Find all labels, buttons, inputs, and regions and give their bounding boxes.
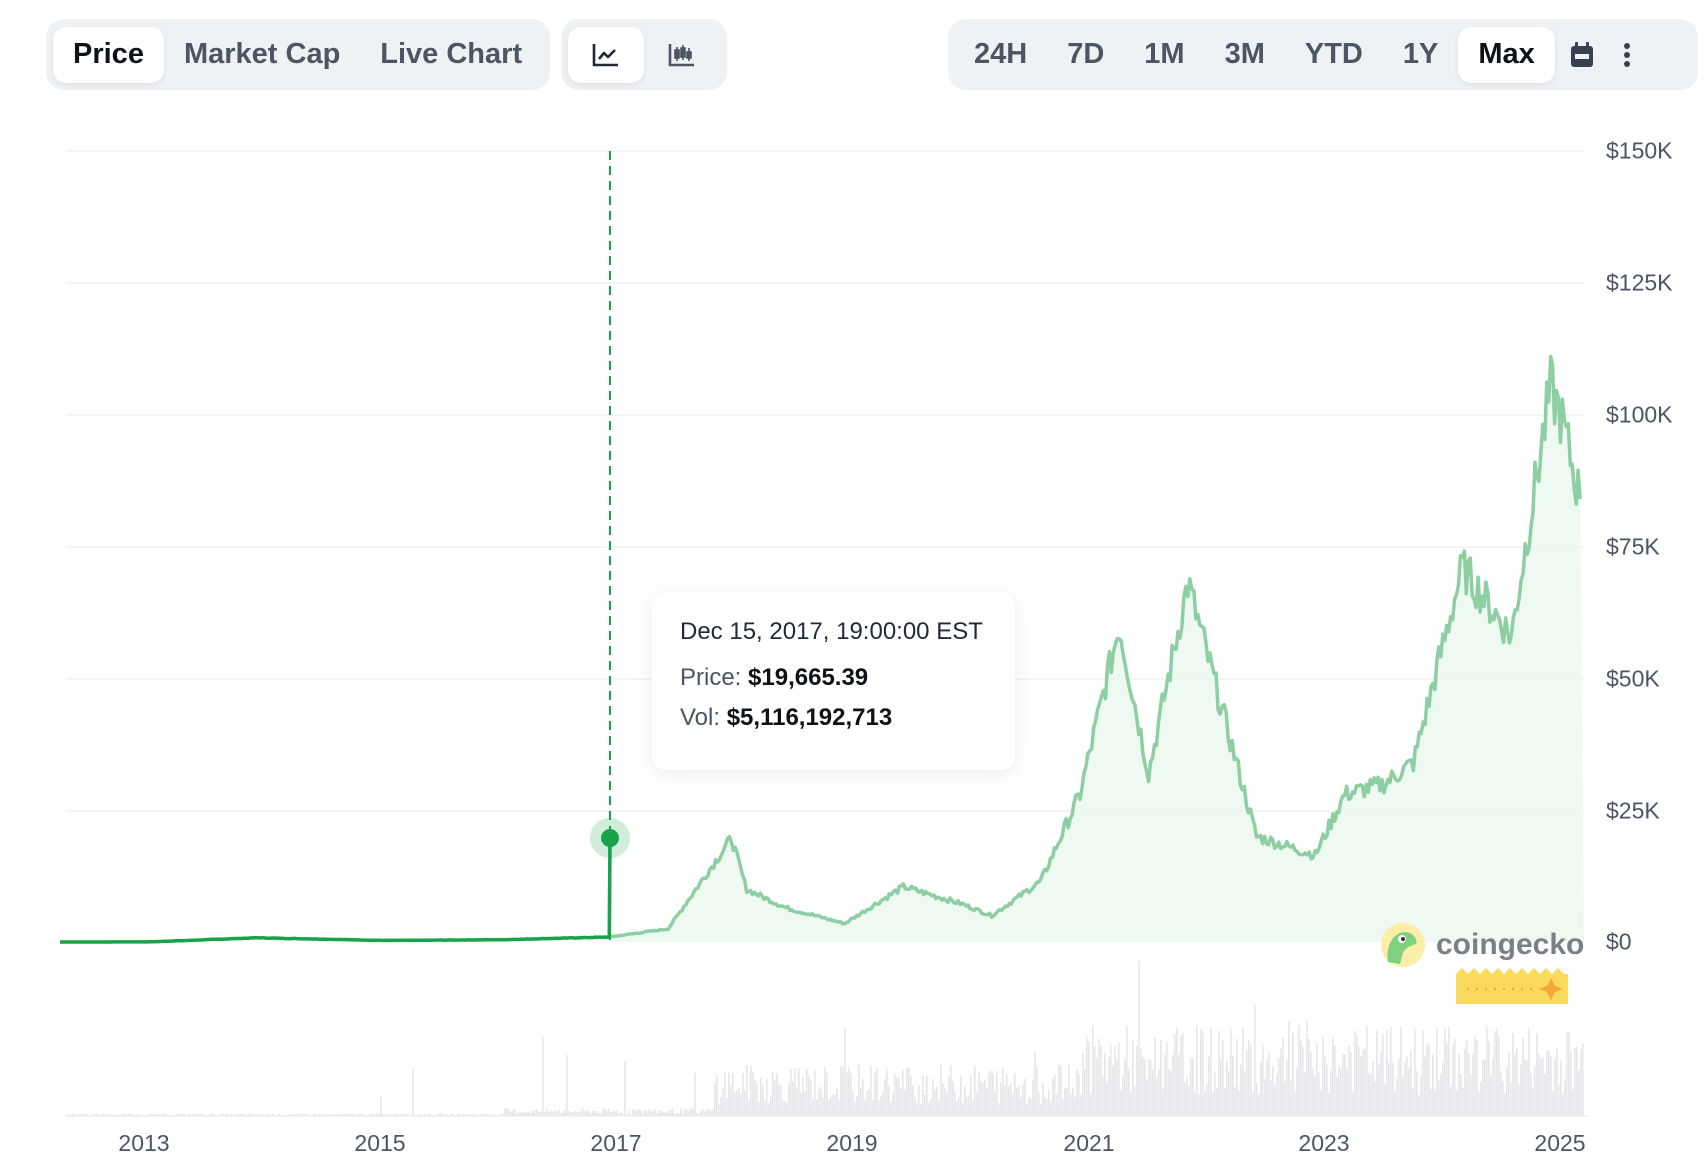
coingecko-wordmark: coingecko: [1436, 928, 1585, 961]
y-tick-25k: $25K: [1606, 797, 1660, 824]
tooltip-date: Dec 15, 2017, 19:00:00 EST: [680, 618, 983, 645]
range-1y[interactable]: 1Y: [1402, 38, 1439, 70]
price-tooltip: Dec 15, 2017, 19:00:00 EST Price: $19,66…: [652, 592, 1015, 770]
price-line-before: [60, 837, 612, 944]
y-tick-125k: $125K: [1606, 269, 1673, 296]
range-ytd[interactable]: YTD: [1304, 38, 1363, 70]
more-options-button[interactable]: [1609, 27, 1645, 83]
tooltip-price-row: Price: $19,665.39: [680, 664, 987, 692]
x-tick-2013: 2013: [118, 1130, 170, 1156]
x-tick-2021: 2021: [1063, 1130, 1115, 1156]
chart-type-toggle: [561, 19, 727, 90]
range-max[interactable]: Max: [1458, 26, 1555, 83]
line-chart-icon: [592, 43, 618, 66]
x-tick-2019: 2019: [826, 1130, 878, 1156]
range-1m[interactable]: 1M: [1144, 38, 1185, 70]
calendar-button[interactable]: [1555, 27, 1609, 83]
x-tick-2023: 2023: [1298, 1130, 1350, 1156]
x-tick-2017: 2017: [590, 1130, 642, 1156]
range-7d[interactable]: 7D: [1067, 38, 1105, 70]
volume-bars: [66, 960, 1584, 1116]
y-tick-0: $0: [1606, 928, 1632, 955]
y-tick-75k: $75K: [1606, 533, 1660, 560]
tooltip-volume-row: Vol: $5,116,192,713: [680, 704, 987, 732]
y-tick-50k: $50K: [1606, 665, 1660, 692]
x-tick-2015: 2015: [354, 1130, 406, 1156]
tab-market-cap[interactable]: Market Cap: [183, 38, 341, 70]
hover-point: [601, 829, 619, 847]
time-range-selector: 24H 7D 1M 3M YTD 1Y Max: [948, 19, 1698, 90]
y-tick-150k: $150K: [1606, 137, 1673, 164]
tooltip-vol-label: Vol:: [680, 704, 721, 731]
line-chart-button[interactable]: [568, 26, 644, 83]
coingecko-watermark: coingecko: [1380, 922, 1584, 968]
candlestick-chart-icon: [668, 43, 694, 66]
range-3m[interactable]: 3M: [1224, 38, 1265, 70]
tooltip-price-label: Price:: [680, 664, 742, 691]
tooltip-vol-value: $5,116,192,713: [726, 704, 893, 731]
candlestick-chart-button[interactable]: [644, 27, 720, 83]
x-tick-2025: 2025: [1534, 1130, 1586, 1156]
coingecko-badge-icon: [1456, 968, 1568, 1004]
price-area-fill: [609, 356, 1584, 942]
calendar-icon: [1570, 41, 1593, 67]
tab-live-chart[interactable]: Live Chart: [380, 38, 523, 70]
more-vertical-icon: [1623, 42, 1630, 67]
price-line-after: [607, 354, 1582, 939]
coingecko-logo-icon: [1381, 923, 1425, 967]
tab-price[interactable]: Price: [53, 26, 164, 83]
tooltip-price-value: $19,665.39: [748, 664, 869, 691]
range-24h[interactable]: 24H: [974, 38, 1028, 70]
chart-mode-tabs: Price Market Cap Live Chart: [46, 19, 550, 90]
y-tick-100k: $100K: [1606, 401, 1673, 428]
